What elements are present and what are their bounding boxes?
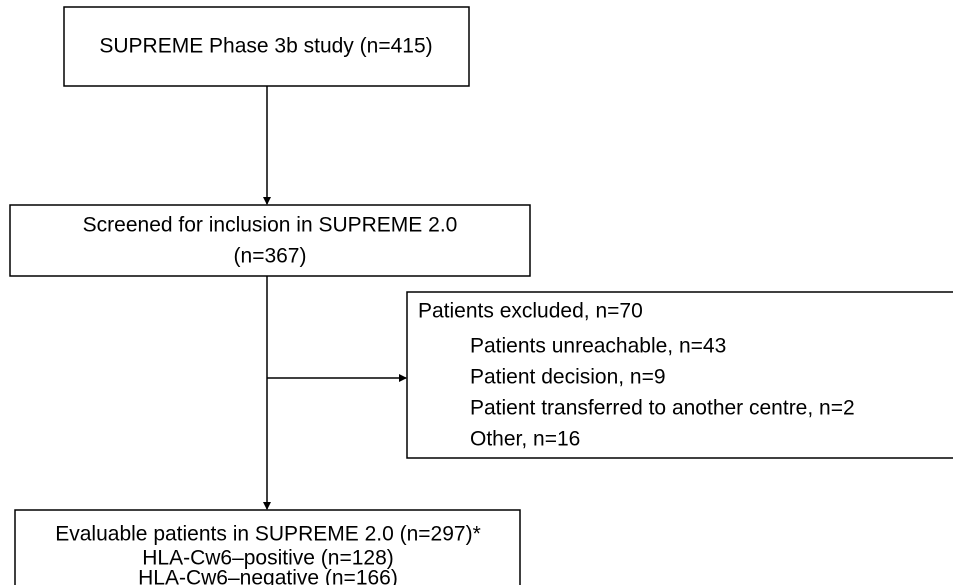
box-text: Patient transferred to another centre, n…: [470, 397, 855, 420]
box-text: SUPREME Phase 3b study (n=415): [99, 35, 432, 58]
box-text: HLA-Cw6–negative (n=166): [138, 567, 398, 585]
box: [9, 204, 531, 277]
box-text: Patients unreachable, n=43: [470, 335, 726, 358]
box-text: (n=367): [234, 245, 307, 268]
box: [406, 291, 953, 459]
box-text: Screened for inclusion in SUPREME 2.0: [83, 214, 458, 237]
box-text: Patient decision, n=9: [470, 366, 666, 389]
box: [14, 509, 521, 585]
box-text: HLA-Cw6–positive (n=128): [142, 547, 394, 570]
box-text: Evaluable patients in SUPREME 2.0 (n=297…: [55, 523, 481, 546]
box-text: Other, n=16: [470, 428, 580, 451]
box-text: Patients excluded, n=70: [418, 300, 643, 323]
box: [63, 6, 470, 87]
